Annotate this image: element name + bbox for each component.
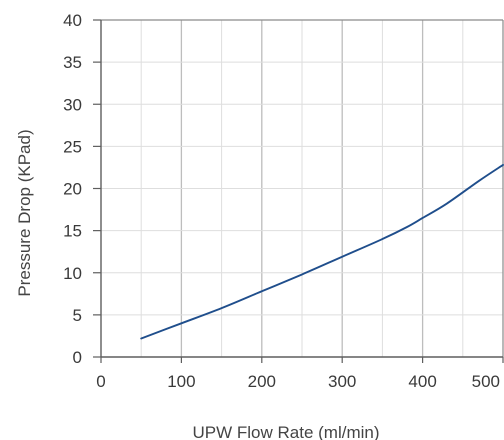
y-axis-title: Pressure Drop (KPad) [15,129,34,296]
x-axis-title: UPW Flow Rate (ml/min) [192,423,379,440]
y-tick-label: 0 [73,348,82,367]
y-tick-label: 15 [63,222,82,241]
y-tick-label: 10 [63,264,82,283]
pressure-drop-series-line [140,163,504,340]
x-tick-label: 200 [248,372,276,391]
grid [101,20,503,357]
y-tick-label: 20 [63,180,82,199]
x-tick-label: 500 [472,372,500,391]
y-tick-label: 35 [63,53,82,72]
y-tick-label: 40 [63,11,82,30]
x-tick-label: 400 [408,372,436,391]
x-tick-label: 100 [167,372,195,391]
y-tick-label: 25 [63,137,82,156]
x-tick-label: 300 [328,372,356,391]
y-tick-label: 30 [63,95,82,114]
series-layer [140,163,504,340]
y-tick-label: 5 [73,306,82,325]
x-tick-label: 0 [96,372,105,391]
